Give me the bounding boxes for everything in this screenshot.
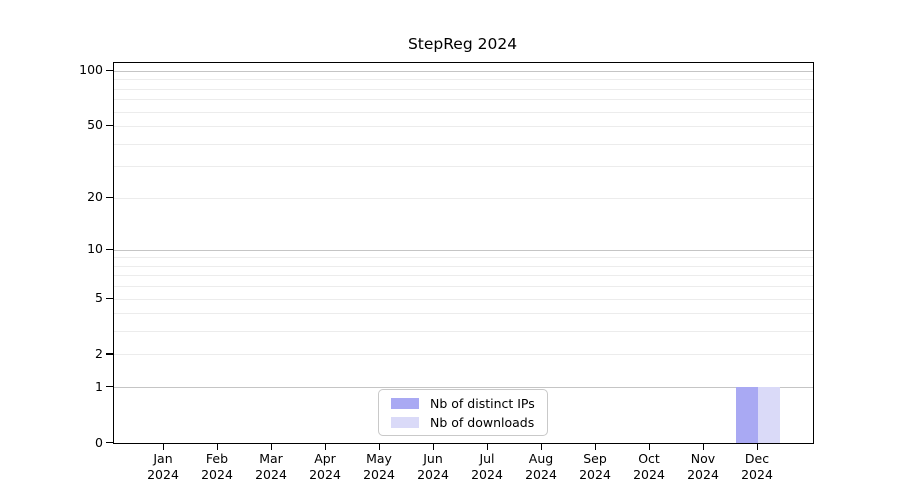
x-tick-label: Dec 2024	[741, 451, 773, 482]
gridline-minor	[114, 257, 813, 259]
legend: Nb of distinct IPs Nb of downloads	[378, 389, 548, 436]
legend-label-distinct-ips: Nb of distinct IPs	[430, 395, 535, 411]
legend-label-downloads: Nb of downloads	[430, 414, 535, 430]
gridline-minor	[114, 197, 813, 199]
x-tick	[541, 443, 543, 451]
x-tick	[433, 443, 435, 451]
gridline-minor	[114, 354, 813, 356]
y-tick-label: 1	[95, 378, 103, 394]
y-tick	[106, 196, 113, 198]
chart-title: StepReg 2024	[407, 35, 518, 53]
gridline-minor	[114, 265, 813, 267]
y-tick-label: 20	[87, 189, 103, 205]
y-tick	[106, 69, 113, 72]
y-tick	[106, 297, 113, 299]
x-tick-label: Oct 2024	[633, 451, 665, 482]
x-tick	[649, 443, 651, 451]
y-tick	[106, 386, 113, 388]
legend-swatch-downloads-icon	[391, 416, 419, 428]
x-tick-label: Mar 2024	[255, 451, 287, 482]
x-tick-label: Sep 2024	[579, 451, 611, 482]
x-tick	[217, 443, 219, 451]
gridline-major	[114, 249, 813, 251]
y-tick-label: 50	[87, 117, 103, 133]
x-tick	[325, 443, 327, 451]
x-tick-label: Nov 2024	[687, 451, 719, 482]
y-tick-label: 100	[79, 62, 103, 78]
x-tick-label: May 2024	[363, 451, 395, 482]
gridline-minor	[114, 298, 813, 300]
gridline-minor	[114, 111, 813, 113]
gridline-minor	[114, 313, 813, 315]
gridline-major	[114, 387, 813, 389]
x-tick	[595, 443, 597, 451]
plot-area: Nb of distinct IPs Nb of downloads	[113, 62, 814, 444]
x-tick	[163, 443, 165, 451]
gridline-minor	[114, 331, 813, 333]
bar-downloads	[758, 387, 780, 443]
gridline-minor	[114, 286, 813, 288]
gridline-minor	[114, 88, 813, 90]
y-tick	[106, 442, 113, 444]
x-tick-label: Jul 2024	[471, 451, 503, 482]
y-tick	[106, 124, 113, 127]
y-tick-label: 2	[95, 345, 103, 361]
gridline-minor	[114, 166, 813, 168]
y-tick-label: 5	[95, 290, 103, 306]
x-tick	[703, 443, 705, 451]
x-tick	[487, 443, 489, 451]
x-tick-label: Apr 2024	[309, 451, 341, 482]
legend-swatch-distinct-ips-icon	[391, 397, 419, 409]
y-tick	[106, 353, 113, 355]
bar-distinct-ips	[736, 387, 758, 443]
gridline-major	[114, 70, 813, 72]
legend-item-distinct-ips: Nb of distinct IPs	[391, 396, 547, 411]
x-tick-label: Jun 2024	[417, 451, 449, 482]
gridline-minor	[114, 275, 813, 277]
x-tick	[757, 443, 759, 451]
gridline-minor	[114, 99, 813, 101]
gridline-minor	[114, 143, 813, 145]
gridline-minor	[114, 125, 813, 127]
x-tick-label: Jan 2024	[147, 451, 179, 482]
gridline-minor	[114, 79, 813, 81]
x-tick	[271, 443, 273, 451]
legend-item-downloads: Nb of downloads	[391, 415, 547, 430]
x-tick-label: Feb 2024	[201, 451, 233, 482]
y-tick	[106, 248, 113, 250]
x-tick	[379, 443, 381, 451]
x-tick-label: Aug 2024	[525, 451, 557, 482]
y-tick-label: 10	[87, 241, 103, 257]
y-tick-label: 0	[95, 434, 103, 450]
